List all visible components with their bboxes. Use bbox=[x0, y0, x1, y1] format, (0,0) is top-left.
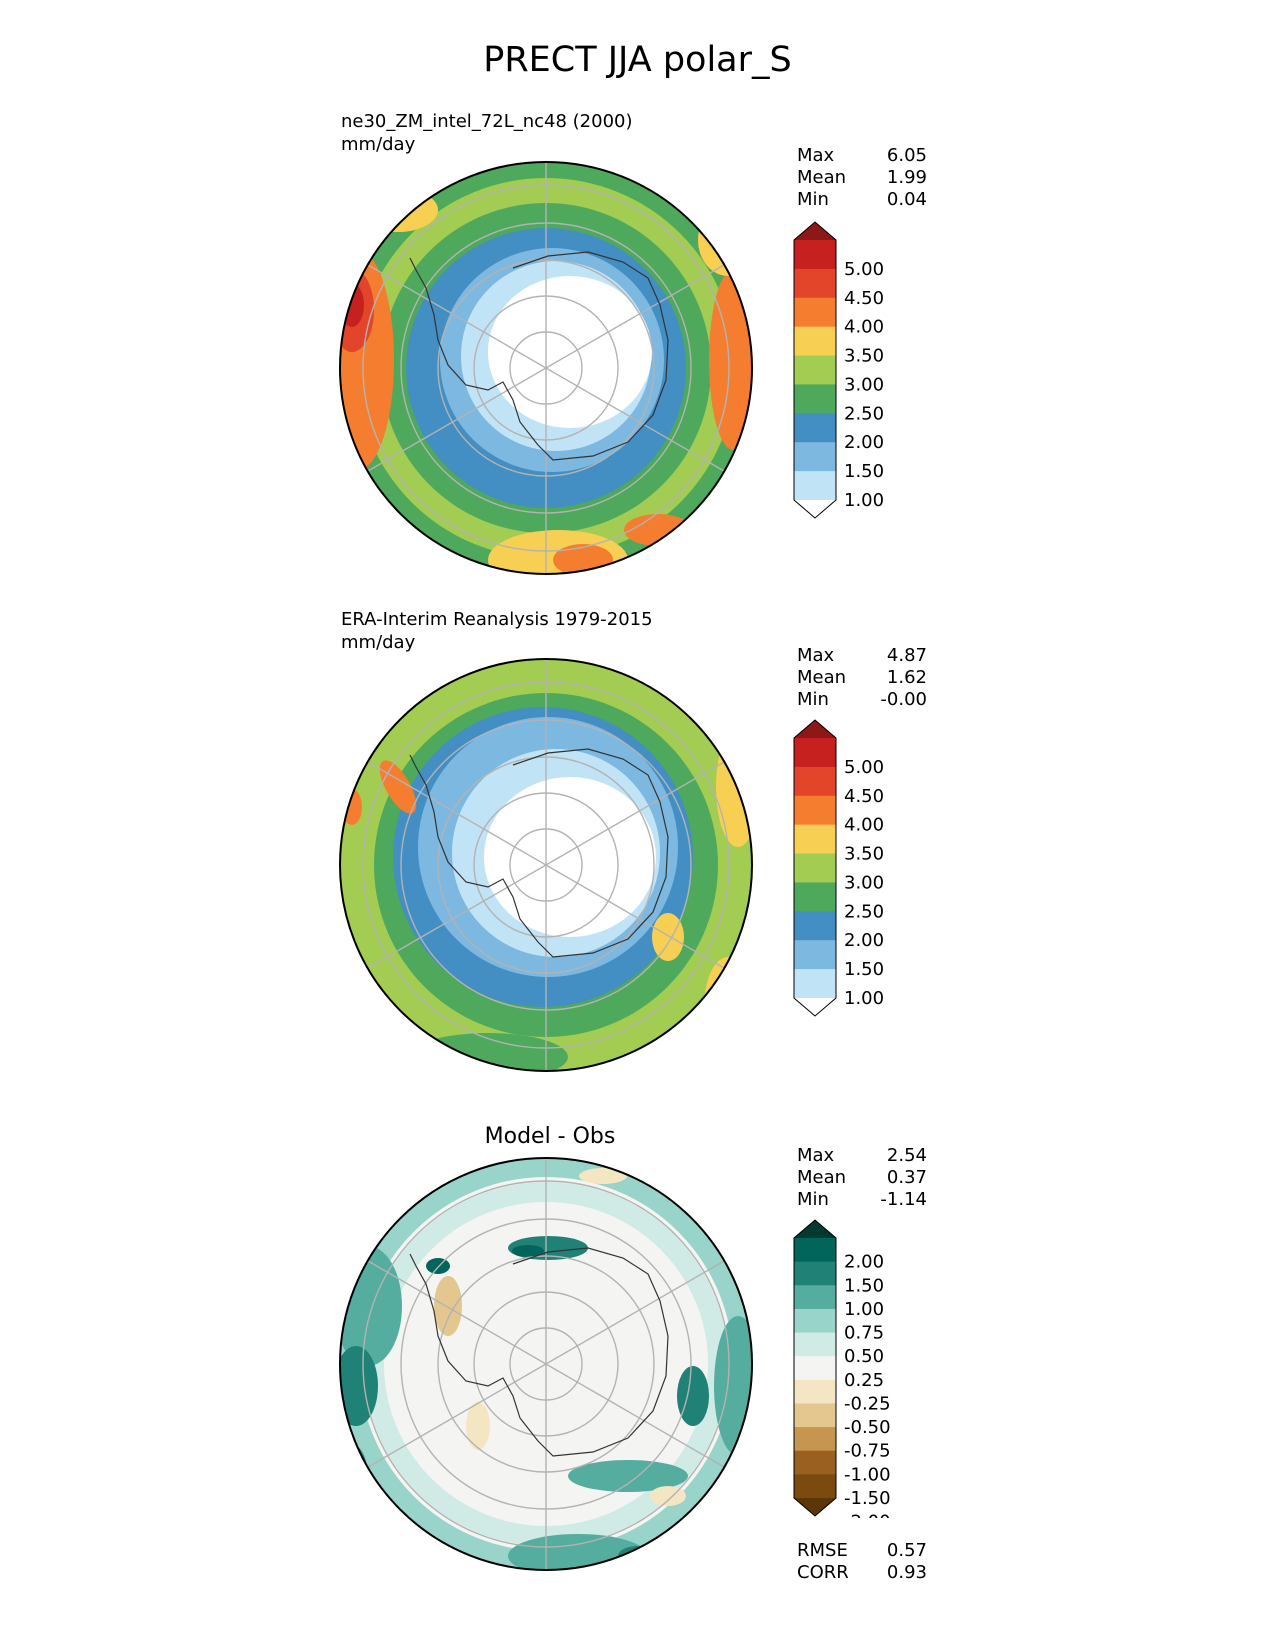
colorbar-segment bbox=[794, 384, 836, 414]
colorbar-tick-label: 2.50 bbox=[844, 403, 884, 424]
colorbar-tick-label: 4.50 bbox=[844, 786, 884, 807]
colorbar-tick-label: -0.50 bbox=[844, 1417, 891, 1438]
colorbar-segment bbox=[794, 1450, 836, 1475]
colorbar-extend-max bbox=[794, 720, 836, 738]
colorbar-extend-max bbox=[794, 1220, 836, 1238]
stat-mean-row: Mean 1.99 bbox=[797, 167, 927, 188]
colorbar-segment bbox=[794, 1379, 836, 1404]
panel-test-colorbar: 5.00 4.50 4.00 3.50 3.00 2.50 2.00 1.50 1.00 0.50 bbox=[793, 221, 884, 520]
colorbar-segment bbox=[794, 471, 836, 501]
colorbar-tick-label: 3.50 bbox=[844, 346, 884, 367]
panel-test-units: mm/day bbox=[341, 134, 416, 155]
colorbar-tick-label: 4.00 bbox=[844, 317, 884, 338]
colorbar-tick-label: 2.00 bbox=[844, 930, 884, 951]
stat-rmse-row: RMSE 0.57 bbox=[797, 1540, 927, 1561]
panel-ref-dataset-name: ERA-Interim Reanalysis 1979-2015 bbox=[341, 609, 653, 630]
colorbar-tick-label: 3.00 bbox=[844, 872, 884, 893]
colorbar-segment bbox=[794, 297, 836, 328]
stat-min-row: Min 0.04 bbox=[797, 189, 927, 210]
colorbar-tick-label: 4.50 bbox=[844, 288, 884, 309]
panel-ref-units: mm/day bbox=[341, 632, 416, 653]
panel-diff-error-stats: RMSE 0.57 CORR 0.93 bbox=[797, 1540, 927, 1584]
panel-diff-colorbar: 2.001.501.000.750.500.25-0.25-0.50-0.75-… bbox=[793, 1219, 891, 1518]
colorbar-segment bbox=[794, 1427, 836, 1452]
colorbar-segment bbox=[794, 824, 836, 855]
panel-ref-subtitle: ERA-Interim Reanalysis 1979-2015 mm/day bbox=[341, 608, 653, 654]
stat-min-row: Min -1.14 bbox=[797, 1189, 927, 1210]
panel-diff-map bbox=[339, 1157, 753, 1571]
colorbar-tick-label: 0.50 bbox=[844, 519, 884, 520]
colorbar-segment bbox=[794, 969, 836, 999]
colorbar-tick-label: 2.00 bbox=[844, 1252, 884, 1273]
stat-max-row: Max 2.54 bbox=[797, 1145, 927, 1166]
colorbar-segment bbox=[794, 1308, 836, 1334]
colorbar-segment bbox=[794, 1332, 836, 1357]
colorbar-tick-label: 5.00 bbox=[844, 757, 884, 778]
panel-test-stats: Max 6.05 Mean 1.99 Min 0.04 bbox=[797, 145, 927, 211]
colorbar-segment bbox=[794, 326, 836, 357]
colorbar-tick-label: -0.25 bbox=[844, 1393, 891, 1414]
panel-test-subtitle: ne30_ZM_intel_72L_nc48 (2000) mm/day bbox=[341, 110, 633, 156]
colorbar-tick-label: 1.50 bbox=[844, 959, 884, 980]
colorbar-tick-label: 3.00 bbox=[844, 374, 884, 395]
colorbar-tick-label: 4.00 bbox=[844, 815, 884, 836]
colorbar-tick-label: 1.50 bbox=[844, 1275, 884, 1296]
colorbar-tick-label: -1.00 bbox=[844, 1464, 891, 1485]
colorbar-segment bbox=[794, 795, 836, 826]
colorbar-segment bbox=[794, 442, 836, 472]
colorbar-segment bbox=[794, 355, 836, 385]
colorbar-tick-label: 2.00 bbox=[844, 432, 884, 453]
colorbar-segment bbox=[794, 853, 836, 883]
panel-ref-map bbox=[339, 658, 753, 1072]
colorbar-segment bbox=[794, 1403, 836, 1428]
colorbar-segment bbox=[794, 1261, 836, 1286]
colorbar-segment bbox=[794, 1238, 836, 1263]
colorbar-tick-label: -2.00 bbox=[844, 1512, 891, 1518]
panel-ref-colorbar: 5.00 4.50 4.00 3.50 3.00 2.50 2.00 1.50 1.00 0.50 bbox=[793, 719, 884, 1018]
colorbar-extend-max bbox=[794, 222, 836, 240]
colorbar-extend-min bbox=[794, 998, 836, 1016]
colorbar-tick-label: 0.50 bbox=[844, 1017, 884, 1018]
colorbar-segment bbox=[794, 413, 836, 443]
stat-mean-row: Mean 0.37 bbox=[797, 1167, 927, 1188]
colorbar-tick-label: 0.50 bbox=[844, 1346, 884, 1367]
stat-corr-row: CORR 0.93 bbox=[797, 1562, 927, 1583]
colorbar-tick-label: 0.75 bbox=[844, 1323, 884, 1344]
panel-test-case-name: ne30_ZM_intel_72L_nc48 (2000) bbox=[341, 111, 633, 132]
colorbar-segment bbox=[794, 882, 836, 912]
figure-title: PRECT JJA polar_S bbox=[483, 40, 792, 80]
colorbar-tick-label: 3.50 bbox=[844, 844, 884, 865]
stat-min-row: Min -0.00 bbox=[797, 689, 927, 710]
panel-test-map bbox=[339, 161, 753, 575]
colorbar-segment bbox=[794, 911, 836, 941]
colorbar-tick-label: 1.50 bbox=[844, 461, 884, 482]
colorbar-tick-label: 0.25 bbox=[844, 1370, 884, 1391]
colorbar-tick-label: 1.00 bbox=[844, 490, 884, 511]
panel-diff-stats: Max 2.54 Mean 0.37 Min -1.14 bbox=[797, 1145, 927, 1211]
colorbar-segment bbox=[794, 766, 836, 797]
colorbar-extend-min bbox=[794, 500, 836, 518]
colorbar-segment bbox=[794, 1356, 836, 1381]
stat-mean-row: Mean 1.62 bbox=[797, 667, 927, 688]
panel-ref-stats: Max 4.87 Mean 1.62 Min -0.00 bbox=[797, 645, 927, 711]
colorbar-tick-label: -0.75 bbox=[844, 1441, 891, 1462]
colorbar-tick-label: 1.00 bbox=[844, 988, 884, 1009]
colorbar-segment bbox=[794, 940, 836, 970]
panel-diff-title: Model - Obs bbox=[484, 1124, 616, 1149]
colorbar-segment bbox=[794, 268, 836, 299]
colorbar-segment bbox=[794, 1474, 836, 1499]
colorbar-tick-label: -1.50 bbox=[844, 1488, 891, 1509]
colorbar-tick-label: 1.00 bbox=[844, 1299, 884, 1320]
colorbar-extend-min bbox=[794, 1498, 836, 1516]
colorbar-tick-label: 2.50 bbox=[844, 901, 884, 922]
colorbar-segment bbox=[794, 738, 836, 768]
colorbar-segment bbox=[794, 1285, 836, 1310]
stat-max-row: Max 6.05 bbox=[797, 145, 927, 166]
stat-max-row: Max 4.87 bbox=[797, 645, 927, 666]
colorbar-segment bbox=[794, 240, 836, 270]
colorbar-tick-label: 5.00 bbox=[844, 259, 884, 280]
